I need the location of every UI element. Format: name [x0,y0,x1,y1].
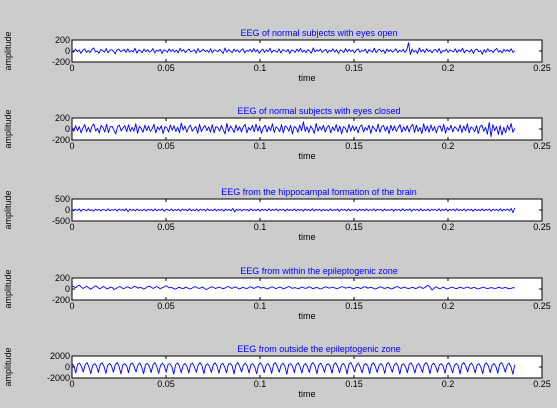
x-tick-label: 0.05 [157,222,175,232]
x-tick-label: 0.15 [345,63,363,73]
x-tick-label: 0 [69,301,74,311]
panel-5: EEG from outside the epileptogenic zone 0… [3,344,551,399]
eeg-series-line [71,121,516,138]
x-tick-label: 0.15 [345,222,363,232]
y-tick-label: -200 [52,57,70,67]
plot-area [71,117,543,141]
y-tick-label: 200 [55,113,70,123]
x-tick-label: 0.05 [157,301,175,311]
x-tick-label: 0 [69,141,74,151]
x-tick-label: 0 [69,379,74,389]
y-tick-label: 500 [55,194,70,204]
x-tick-label: 0.2 [442,63,455,73]
x-tick-label: 0.15 [345,301,363,311]
chart-title: EEG from outside the epileptogenic zone [237,344,401,354]
chart-title: EEG from the hippocampal formation of th… [221,187,417,197]
y-tick-label: 2000 [50,351,70,361]
x-tick-label: 0.2 [442,222,455,232]
y-tick-label: 0 [65,124,70,134]
y-axis-label: amplitude [3,269,13,308]
eeg-series-line [71,362,516,375]
x-axis-label: time [298,389,315,399]
x-tick-label: 0.25 [533,63,551,73]
x-axis-label: time [298,232,315,242]
y-tick-label: 200 [55,273,70,283]
x-tick-label: 0.15 [345,141,363,151]
x-tick-label: 0.25 [533,222,551,232]
x-tick-label: 0.2 [442,301,455,311]
x-tick-label: 0.1 [254,141,267,151]
x-tick-label: 0.25 [533,141,551,151]
x-tick-label: 0.1 [254,222,267,232]
eeg-series-line [71,207,516,214]
x-axis-label: time [298,311,315,321]
chart-title: EEG of normal subjects with eyes closed [237,106,400,116]
eeg-series-line [71,42,516,55]
y-tick-label: -200 [52,295,70,305]
y-tick-label: -200 [52,135,70,145]
x-tick-label: 0.1 [254,63,267,73]
panel-2: EEG of normal subjects with eyes closed 0… [3,106,551,161]
x-tick-label: 0.15 [345,379,363,389]
x-tick-label: 0.2 [442,379,455,389]
panel-4: EEG from within the epileptogenic zone 0 0… [3,266,551,321]
x-axis-label: time [298,151,315,161]
x-tick-label: 0.1 [254,379,267,389]
panel-3: EEG from the hippocampal formation of th… [3,187,551,242]
y-tick-label: 0 [65,362,70,372]
x-tick-label: 0 [69,222,74,232]
y-tick-label: -500 [52,216,70,226]
x-tick-label: 0.05 [157,141,175,151]
chart-title: EEG from within the epileptogenic zone [240,266,398,276]
y-axis-label: amplitude [3,109,13,148]
plot-area [71,277,543,301]
y-tick-label: 200 [55,35,70,45]
x-tick-label: 0.1 [254,301,267,311]
y-axis-label: amplitude [3,190,13,229]
x-axis-label: time [298,73,315,83]
chart-title: EEG of normal subjects with eyes open [240,28,397,38]
y-tick-label: 0 [65,205,70,215]
y-axis-label: amplitude [3,31,13,70]
x-tick-label: 0.25 [533,301,551,311]
x-tick-label: 0.05 [157,63,175,73]
x-tick-label: 0.25 [533,379,551,389]
y-tick-label: 0 [65,284,70,294]
eeg-series-line [71,284,515,291]
x-tick-label: 0.05 [157,379,175,389]
y-axis-label: amplitude [3,347,13,386]
x-tick-label: 0.2 [442,141,455,151]
x-tick-label: 0 [69,63,74,73]
y-tick-label: -2000 [47,373,70,383]
y-tick-label: 0 [65,46,70,56]
panel-1: EEG of normal subjects with eyes open 0 0.… [3,28,551,83]
